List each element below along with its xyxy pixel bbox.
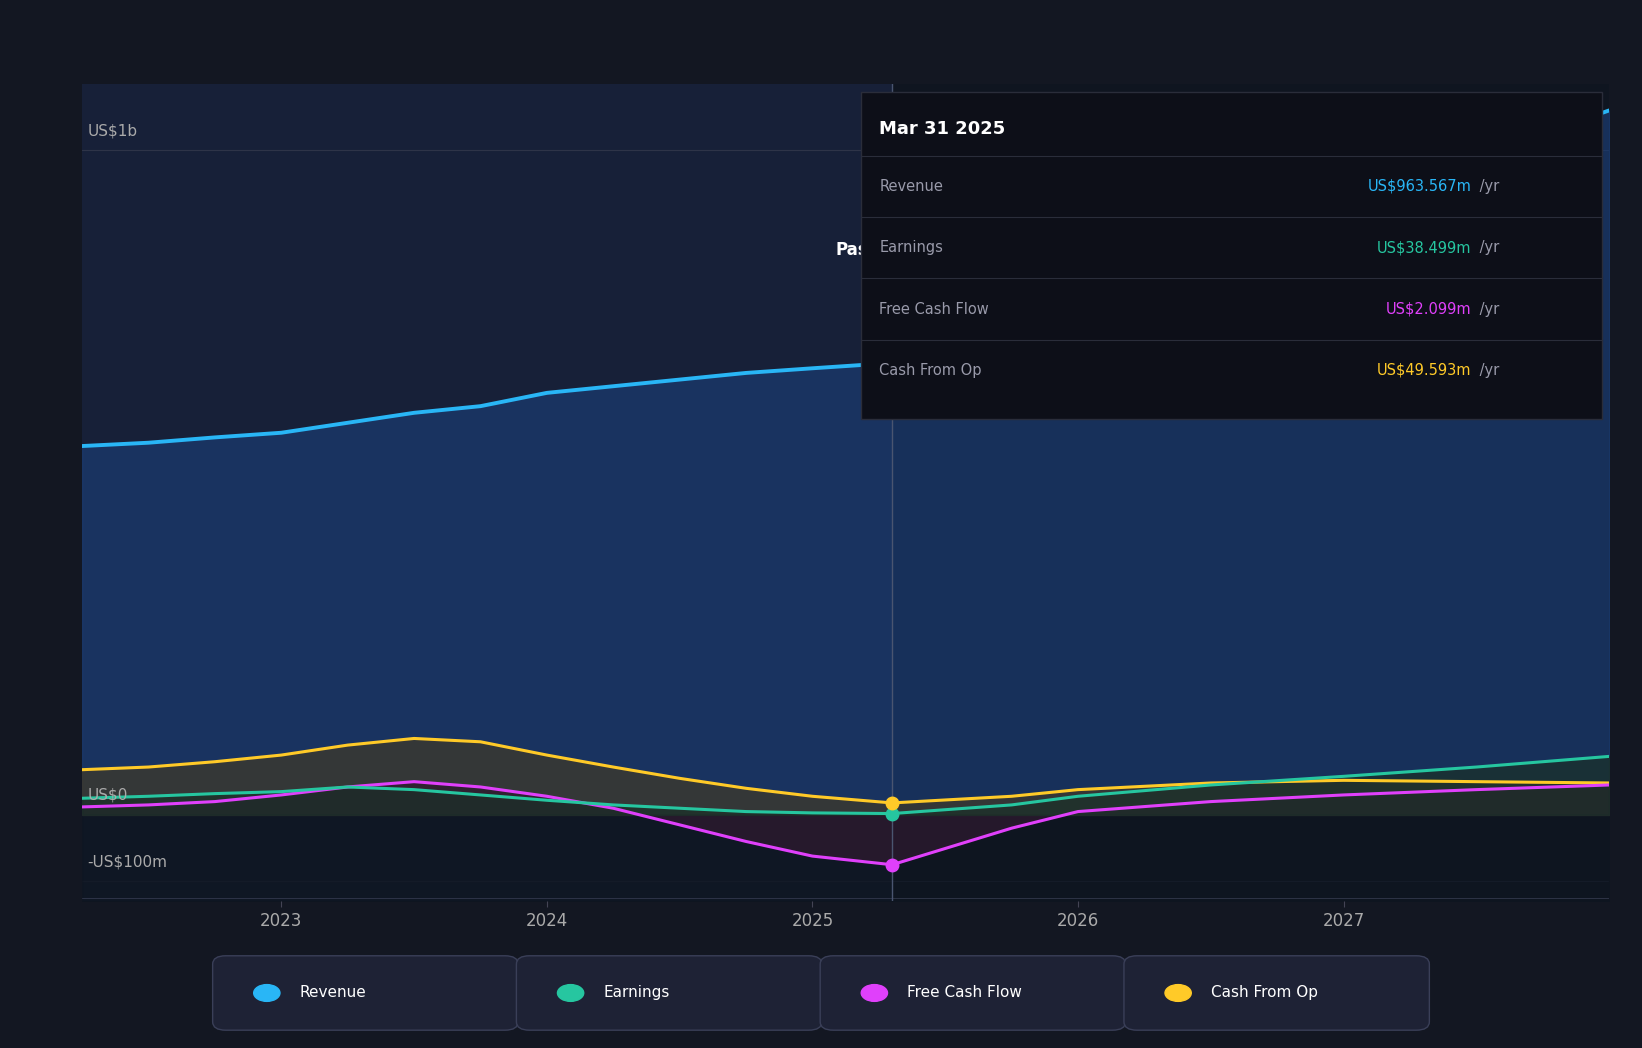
Bar <box>82 84 892 901</box>
Text: /yr: /yr <box>1475 240 1499 256</box>
Text: Revenue: Revenue <box>878 179 943 194</box>
Text: Mar 31 2025: Mar 31 2025 <box>878 119 1005 137</box>
Text: Earnings: Earnings <box>878 240 943 256</box>
Text: Analysts Forecasts: Analysts Forecasts <box>908 241 1062 259</box>
FancyBboxPatch shape <box>860 92 1601 419</box>
Text: /yr: /yr <box>1475 179 1499 194</box>
Bar <box>892 84 1609 901</box>
Text: US$2.099m: US$2.099m <box>1386 302 1471 316</box>
Text: Cash From Op: Cash From Op <box>1212 985 1319 1001</box>
Text: US$38.499m: US$38.499m <box>1378 240 1471 256</box>
Text: Earnings: Earnings <box>603 985 670 1001</box>
Text: US$0: US$0 <box>87 788 128 803</box>
Text: /yr: /yr <box>1475 363 1499 378</box>
Text: -US$100m: -US$100m <box>87 854 167 870</box>
Text: US$963.567m: US$963.567m <box>1368 179 1471 194</box>
Text: Past: Past <box>836 241 877 259</box>
Text: Revenue: Revenue <box>299 985 366 1001</box>
Text: US$49.593m: US$49.593m <box>1378 363 1471 378</box>
Text: /yr: /yr <box>1475 302 1499 316</box>
Text: Free Cash Flow: Free Cash Flow <box>908 985 1021 1001</box>
Text: Cash From Op: Cash From Op <box>878 363 982 378</box>
Text: Free Cash Flow: Free Cash Flow <box>878 302 988 316</box>
Text: US$1b: US$1b <box>87 124 138 138</box>
